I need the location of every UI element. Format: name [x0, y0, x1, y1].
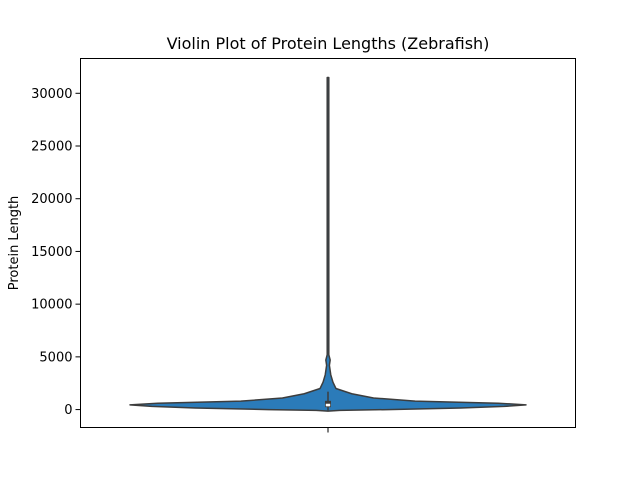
y-tick-label: 20000 [31, 192, 72, 207]
violin-body [129, 76, 527, 412]
plot-area [129, 76, 527, 412]
y-tick-label: 10000 [31, 298, 72, 313]
y-tick-label: 25000 [31, 140, 72, 155]
y-tick-label: 15000 [31, 245, 72, 260]
y-axis-label: Protein Length [7, 196, 22, 291]
y-tick-label: 30000 [31, 87, 72, 102]
violin-median-marker [325, 403, 331, 407]
chart-title: Violin Plot of Protein Lengths (Zebrafis… [167, 34, 490, 53]
y-axis: 0 5000 10000 15000 20000 25000 30000 [31, 87, 81, 418]
y-tick-label: 5000 [39, 350, 72, 365]
axes-frame [80, 58, 576, 428]
y-tick-label: 0 [64, 403, 72, 418]
